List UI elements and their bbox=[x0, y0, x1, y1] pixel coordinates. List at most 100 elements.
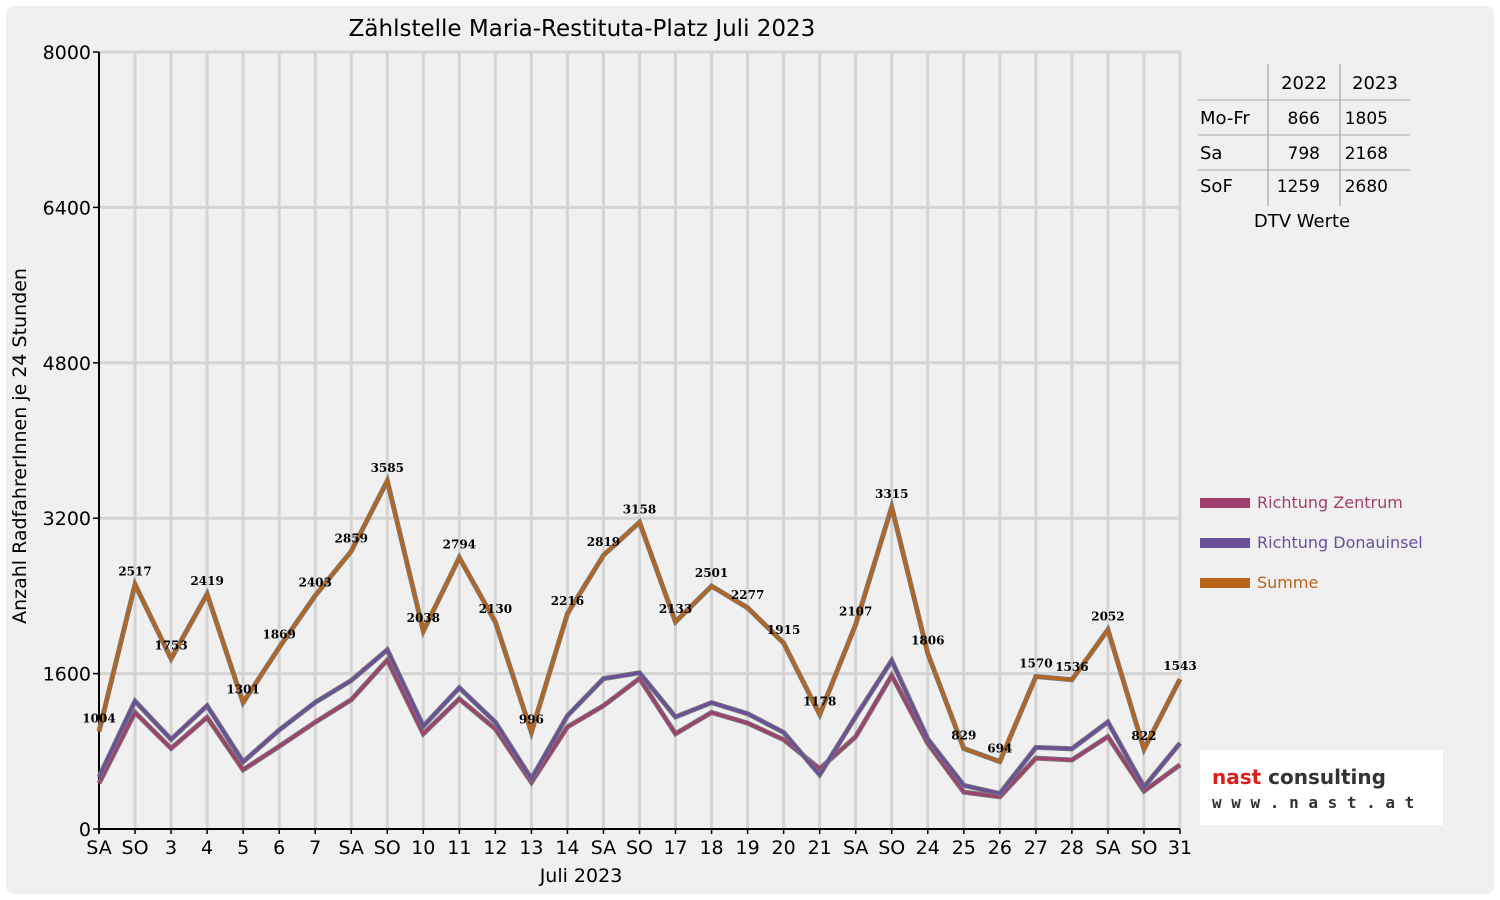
data-label: 1869 bbox=[262, 627, 295, 641]
y-tick-label: 0 bbox=[79, 819, 91, 841]
x-tick-label: 21 bbox=[808, 837, 832, 859]
dtv-row-label: SoF bbox=[1200, 176, 1233, 197]
x-tick-label: SA bbox=[1095, 837, 1120, 859]
data-label: 2794 bbox=[443, 538, 476, 552]
data-label: 2130 bbox=[479, 602, 512, 616]
data-label: 1915 bbox=[767, 623, 800, 637]
x-tick-label: 3 bbox=[165, 837, 177, 859]
dtv-header-2023: 2023 bbox=[1352, 73, 1398, 94]
x-tick-label: 24 bbox=[916, 837, 940, 859]
data-label: 1004 bbox=[82, 711, 115, 725]
x-tick-label: 18 bbox=[699, 837, 723, 859]
x-tick-label: 20 bbox=[772, 837, 796, 859]
x-tick-label: SO bbox=[626, 837, 653, 859]
chart-frame: Zählstelle Maria-Restituta-Platz Juli 20… bbox=[6, 6, 1494, 894]
logo-url: w w w . n a s t . a t bbox=[1212, 793, 1414, 812]
dtv-row-label: Mo-Fr bbox=[1200, 108, 1250, 129]
x-tick-label: 11 bbox=[447, 837, 471, 859]
series-line bbox=[97, 476, 1182, 764]
data-labels: 1004 2517 1753 2419 1301 1869 2403 2859 3585 2038… bbox=[82, 461, 1196, 756]
data-label: 2277 bbox=[731, 588, 764, 602]
x-tick-label: SO bbox=[1130, 837, 1157, 859]
x-tick-label: 28 bbox=[1060, 837, 1084, 859]
data-label: 2403 bbox=[298, 576, 331, 590]
legend-swatch bbox=[1200, 498, 1250, 508]
data-label: 2517 bbox=[118, 565, 151, 579]
legend-entry: Summe bbox=[1257, 573, 1318, 592]
data-label: 2052 bbox=[1091, 610, 1124, 624]
data-label: 2107 bbox=[839, 604, 872, 618]
y-tick-label: 8000 bbox=[43, 42, 91, 64]
x-tick-label: 5 bbox=[237, 837, 249, 859]
x-tick-label: SA bbox=[843, 837, 868, 859]
logo-wordmark: nast consulting bbox=[1212, 765, 1386, 789]
x-tick-label: 6 bbox=[273, 837, 285, 859]
legend-entry: Richtung Zentrum bbox=[1257, 493, 1403, 512]
legend-swatch bbox=[1200, 538, 1250, 548]
x-tick-label: SA bbox=[591, 837, 616, 859]
x-tick-label: SA bbox=[339, 837, 364, 859]
dtv-cell: 798 bbox=[1288, 144, 1320, 164]
dtv-cell: 866 bbox=[1288, 109, 1320, 129]
x-tick-label: 27 bbox=[1024, 837, 1048, 859]
x-tick-label: SA bbox=[86, 837, 111, 859]
data-label: 3585 bbox=[371, 461, 404, 475]
legend-entry: Richtung Donauinsel bbox=[1257, 533, 1423, 552]
x-tick-label: 17 bbox=[663, 837, 687, 859]
x-tick-label: 10 bbox=[411, 837, 435, 859]
series-lines bbox=[96, 473, 1183, 800]
data-label: 1753 bbox=[154, 639, 187, 653]
y-axis-ticks: 0 1600 3200 4800 6400 8000 bbox=[43, 42, 99, 841]
dtv-caption: DTV Werte bbox=[1254, 211, 1350, 232]
data-label: 2216 bbox=[551, 594, 584, 608]
data-label: 1301 bbox=[226, 683, 259, 697]
data-label: 996 bbox=[519, 712, 544, 726]
x-tick-label: 19 bbox=[736, 837, 760, 859]
data-label: 822 bbox=[1131, 729, 1156, 743]
dtv-cell: 2168 bbox=[1345, 144, 1388, 164]
x-tick-label: 14 bbox=[555, 837, 579, 859]
x-tick-label: 12 bbox=[483, 837, 507, 859]
y-tick-label: 3200 bbox=[43, 508, 91, 530]
data-label: 1543 bbox=[1163, 659, 1196, 673]
data-label: 2819 bbox=[587, 535, 620, 549]
dtv-header-2022: 2022 bbox=[1281, 73, 1327, 94]
data-label: 2133 bbox=[659, 602, 692, 616]
data-label: 1536 bbox=[1055, 660, 1088, 674]
x-axis-label: Juli 2023 bbox=[539, 865, 623, 887]
x-tick-label: 13 bbox=[519, 837, 543, 859]
data-label: 2501 bbox=[695, 566, 728, 580]
dtv-cell: 2680 bbox=[1345, 177, 1388, 197]
data-label: 2419 bbox=[190, 574, 223, 588]
y-tick-label: 6400 bbox=[43, 197, 91, 219]
series-line bbox=[97, 647, 1182, 796]
data-label: 694 bbox=[987, 742, 1012, 756]
x-tick-label: 4 bbox=[201, 837, 213, 859]
series-line bbox=[97, 657, 1181, 799]
y-axis-label: Anzahl RadfahrerInnen je 24 Stunden bbox=[9, 268, 31, 624]
y-tick-label: 1600 bbox=[43, 664, 91, 686]
dtv-cell: 1805 bbox=[1345, 109, 1388, 129]
x-axis-ticks: SA SO 3 4 5 6 7 SA SO 10 11 12 13 14 SA SO 17 18 19 20 21 SA S… bbox=[86, 829, 1192, 859]
data-label: 829 bbox=[951, 728, 976, 742]
x-tick-label: SO bbox=[878, 837, 905, 859]
data-label: 3315 bbox=[875, 487, 908, 501]
legend: Richtung Zentrum Richtung Donauinsel Summe bbox=[1200, 493, 1423, 592]
chart-title: Zählstelle Maria-Restituta-Platz Juli 20… bbox=[349, 16, 816, 42]
logo: nast consulting w w w . n a s t . a t bbox=[1200, 750, 1443, 825]
x-tick-label: 7 bbox=[309, 837, 321, 859]
data-label: 2859 bbox=[335, 531, 368, 545]
data-label: 3158 bbox=[623, 502, 656, 516]
x-tick-label: 26 bbox=[988, 837, 1012, 859]
data-label: 2038 bbox=[407, 611, 440, 625]
y-tick-label: 4800 bbox=[43, 353, 91, 375]
dtv-cell: 1259 bbox=[1277, 177, 1320, 197]
data-label: 1806 bbox=[911, 634, 944, 648]
dtv-row-label: Sa bbox=[1200, 143, 1222, 164]
x-tick-label: SO bbox=[122, 837, 149, 859]
x-tick-label: 31 bbox=[1168, 837, 1192, 859]
x-tick-label: 25 bbox=[952, 837, 976, 859]
data-label: 1570 bbox=[1019, 657, 1052, 671]
data-label: 1178 bbox=[803, 695, 836, 709]
legend-swatch bbox=[1200, 578, 1250, 588]
